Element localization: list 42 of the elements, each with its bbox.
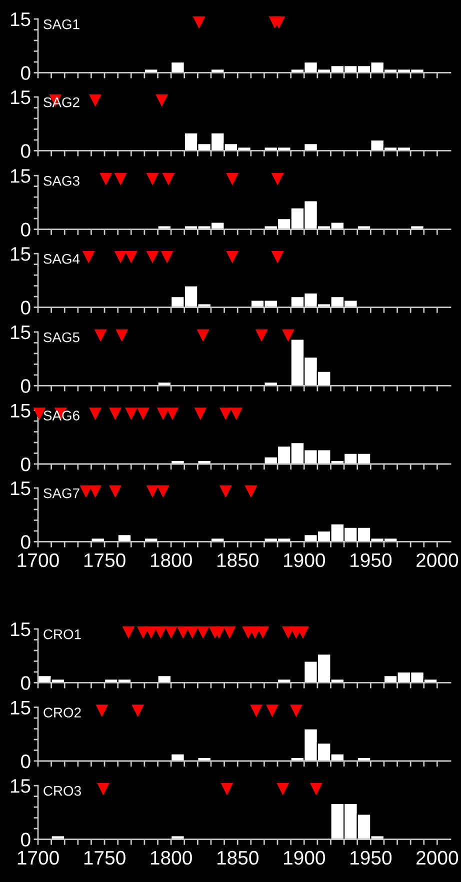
x-tick-label: 1800 bbox=[150, 850, 192, 865]
y-tick-label: 15 bbox=[10, 169, 30, 183]
chart-title: SAG5 bbox=[44, 332, 80, 342]
y-tick-label: 15 bbox=[10, 404, 30, 418]
y-tick-label: 15 bbox=[10, 622, 30, 636]
x-tick-label: 1800 bbox=[150, 553, 192, 568]
y-tick-label: 15 bbox=[10, 247, 30, 261]
x-tick-label: 1900 bbox=[284, 553, 325, 568]
x-tick-label: 2000 bbox=[416, 553, 458, 568]
chart-title: CRO3 bbox=[44, 786, 81, 796]
x-tick-label: 1700 bbox=[18, 553, 59, 568]
chart-title: SAG1 bbox=[44, 19, 80, 30]
chart-title: SAG4 bbox=[44, 254, 80, 264]
y-tick-label: 15 bbox=[10, 482, 30, 496]
y-tick-label: 15 bbox=[10, 700, 30, 715]
chart-title: CRO1 bbox=[44, 629, 81, 640]
y-tick-label: 15 bbox=[10, 779, 30, 793]
x-tick-label: 2000 bbox=[416, 850, 458, 865]
x-tick-label: 1750 bbox=[84, 553, 126, 568]
y-tick-label: 0 bbox=[21, 66, 30, 80]
y-tick-label: 0 bbox=[21, 535, 30, 549]
x-tick-label: 1850 bbox=[217, 850, 258, 865]
y-tick-label: 0 bbox=[21, 300, 30, 315]
y-tick-label: 0 bbox=[21, 457, 30, 472]
y-tick-label: 0 bbox=[21, 754, 30, 768]
x-tick-label: 1950 bbox=[350, 850, 392, 865]
x-tick-label: 1700 bbox=[18, 850, 59, 865]
y-tick-label: 0 bbox=[21, 144, 30, 158]
y-tick-label: 0 bbox=[21, 832, 30, 847]
y-tick-label: 15 bbox=[10, 90, 30, 104]
y-tick-label: 15 bbox=[10, 326, 30, 340]
chart-title: SAG3 bbox=[44, 176, 80, 186]
chart-title: SAG7 bbox=[44, 488, 80, 498]
x-tick-label: 1750 bbox=[84, 850, 126, 865]
y-tick-label: 0 bbox=[21, 379, 30, 393]
x-tick-label: 1850 bbox=[217, 553, 258, 568]
y-tick-label: 0 bbox=[21, 222, 30, 237]
chart-title: CRO2 bbox=[44, 708, 81, 718]
y-tick-label: 15 bbox=[10, 12, 30, 26]
y-tick-label: 0 bbox=[21, 676, 30, 690]
x-tick-label: 1900 bbox=[284, 850, 325, 865]
x-tick-label: 1950 bbox=[350, 553, 392, 568]
